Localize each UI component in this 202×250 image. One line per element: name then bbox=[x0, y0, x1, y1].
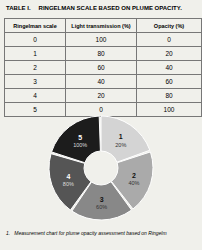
svg-text:4: 4 bbox=[66, 173, 70, 180]
html-text:100: 100 bbox=[163, 105, 175, 113]
html-text:60: 60 bbox=[97, 63, 105, 71]
svg-text:5: 5 bbox=[78, 134, 82, 141]
html-text:40: 40 bbox=[165, 63, 173, 71]
html-text:Light transmission (%): Light transmission (%) bbox=[71, 22, 131, 29]
html-text:40: 40 bbox=[97, 77, 105, 85]
html-text:20: 20 bbox=[97, 91, 105, 99]
html-text:100: 100 bbox=[95, 35, 107, 43]
svg-text:1: 1 bbox=[119, 133, 123, 140]
html-text:Ringelman scale: Ringelman scale bbox=[13, 22, 57, 29]
svg-text:3: 3 bbox=[100, 196, 104, 203]
html-text:0: 0 bbox=[99, 105, 103, 113]
html-text:80: 80 bbox=[97, 49, 105, 57]
html-text:5: 5 bbox=[33, 105, 37, 113]
html-text:0: 0 bbox=[33, 35, 37, 43]
html-text:80: 80 bbox=[165, 91, 173, 99]
html-text:RINGELMAN SCALE BASED ON PLUME: RINGELMAN SCALE BASED ON PLUME OPACITY. bbox=[38, 5, 182, 11]
html-text:TABLE I.: TABLE I. bbox=[6, 5, 31, 11]
html-text:0: 0 bbox=[167, 35, 171, 43]
html-text:Opacity (%): Opacity (%) bbox=[153, 22, 185, 29]
html-text:4: 4 bbox=[33, 91, 37, 99]
svg-text:20%: 20% bbox=[115, 142, 126, 148]
html-text:1: 1 bbox=[33, 49, 37, 57]
svg-text:100%: 100% bbox=[73, 142, 87, 148]
html-text:1. Measurement chart for plume: 1. Measurement chart for plume opacity a… bbox=[6, 230, 167, 236]
html-text:60: 60 bbox=[165, 77, 173, 85]
html-text:20: 20 bbox=[165, 49, 173, 57]
svg-text:40%: 40% bbox=[128, 180, 139, 186]
html-text:2: 2 bbox=[33, 63, 37, 71]
svg-text:60%: 60% bbox=[96, 204, 107, 210]
svg-text:80%: 80% bbox=[63, 181, 74, 187]
html-text:3: 3 bbox=[33, 77, 37, 85]
svg-text:2: 2 bbox=[132, 172, 136, 179]
